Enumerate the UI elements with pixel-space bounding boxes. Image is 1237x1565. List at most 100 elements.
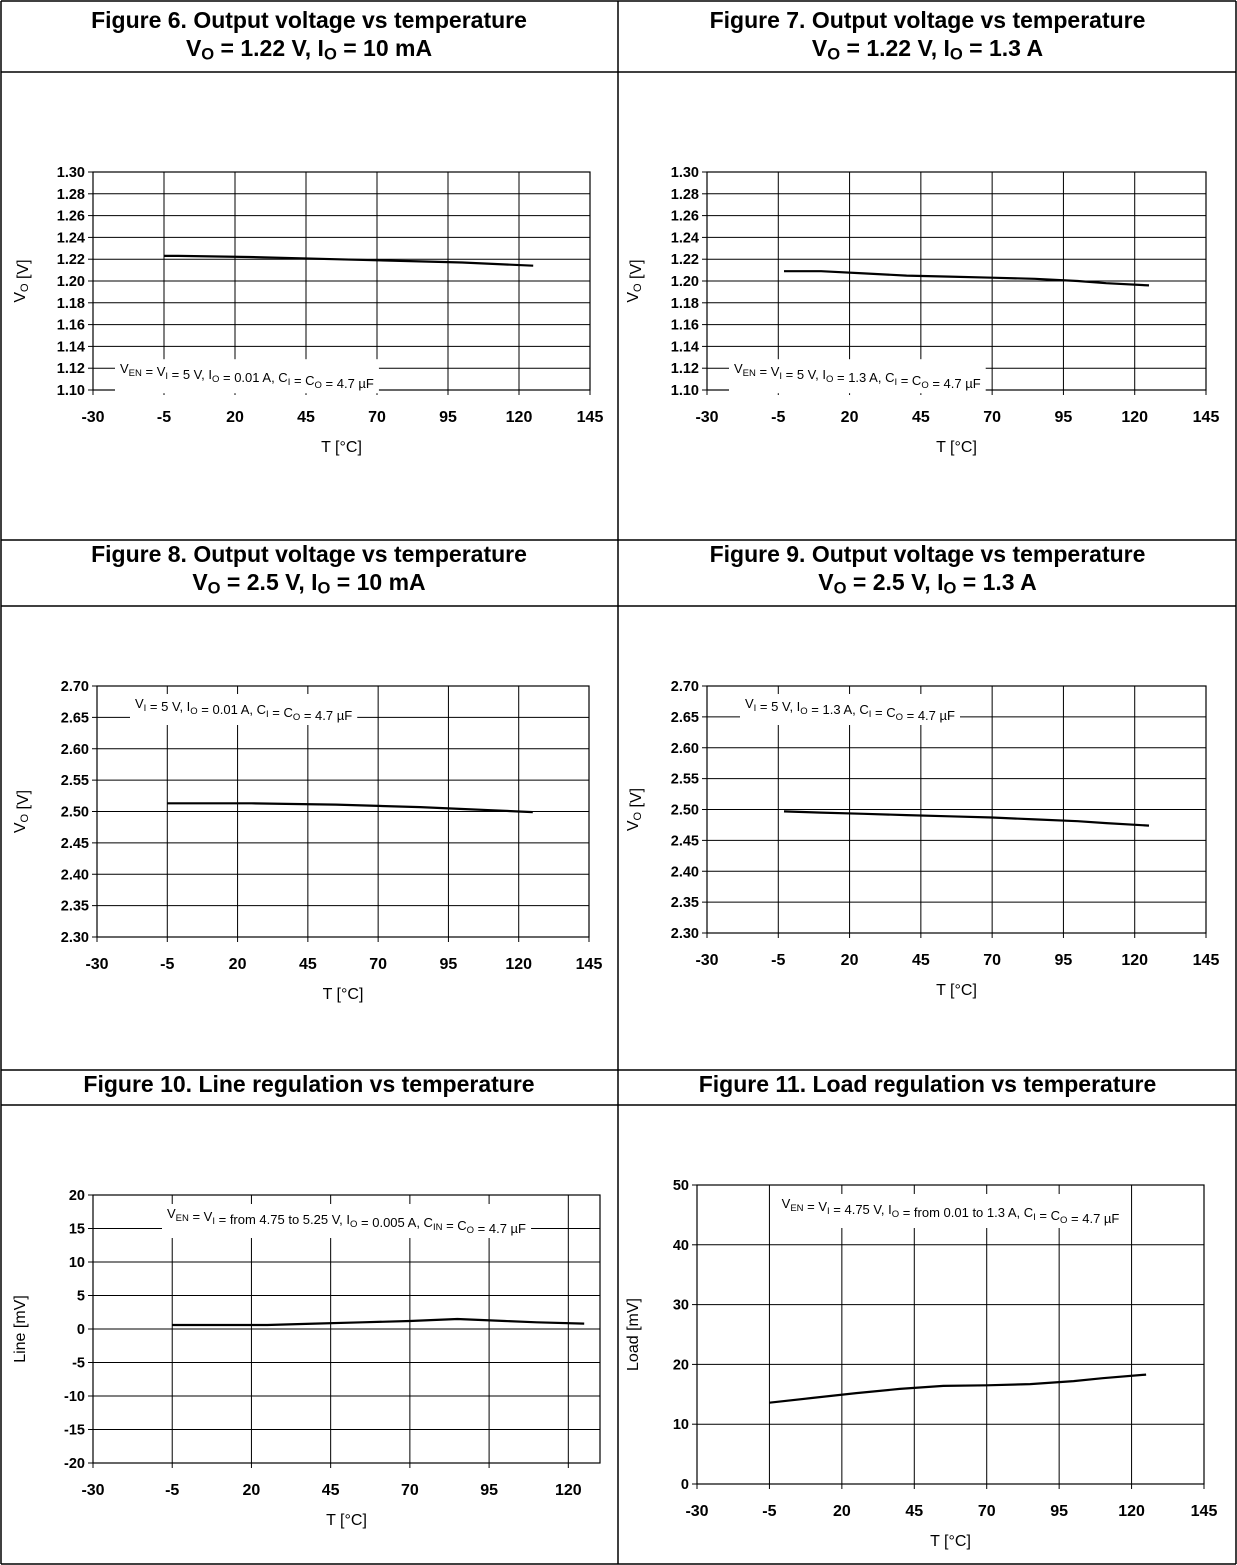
annotation-background [776,1194,1125,1228]
y-tick-label: 1.22 [57,252,85,268]
x-tick-label: 70 [978,1503,996,1520]
x-tick-label: 70 [401,1482,419,1499]
y-tick-label: 1.12 [57,361,85,377]
y-tick-label: -5 [72,1356,85,1372]
x-tick-label: 145 [1193,952,1220,969]
figure-7-title: Figure 7. Output voltage vs temperature … [709,7,1146,64]
y-axis-label: VO [V] [12,790,32,833]
x-tick-label: 20 [841,409,859,426]
figure-8-title: Figure 8. Output voltage vs temperature … [91,541,527,598]
figure-8-panel: Figure 8. Output voltage vs temperature … [0,540,618,1070]
y-tick-label: 1.14 [57,339,85,355]
x-tick-label: 145 [577,409,604,426]
y-tick-label: 1.26 [57,209,85,225]
y-tick-label: 1.12 [671,361,699,377]
x-tick-label: -5 [160,956,174,973]
x-tick-label: 95 [480,1482,498,1499]
y-tick-label: 2.65 [61,710,89,726]
x-tick-label: 70 [983,409,1001,426]
annotation-text: VEN = VI = 4.75 V, IO = from 0.01 to 1.3… [782,1196,1120,1226]
y-tick-label: 2.45 [61,836,89,852]
x-tick-label: 45 [322,1482,340,1499]
series-line [784,270,1150,287]
x-tick-label: 20 [226,409,244,426]
annotation-text: VI = 5 V, IO = 0.01 A, CI = CO = 4.7 µF [135,696,352,723]
x-tick-label: -5 [762,1503,776,1520]
y-tick-label: -15 [64,1423,85,1439]
y-axis-label: VO [V] [625,788,645,831]
x-tick-label: -5 [157,409,171,426]
x-tick-label: -5 [771,409,785,426]
figure-9-panel: Figure 9. Output voltage vs temperature … [618,540,1237,1070]
y-tick-label: 1.24 [57,230,85,246]
figure-11-title: Figure 11. Load regulation vs temperatur… [698,1071,1157,1097]
x-tick-label: -5 [771,952,785,969]
y-tick-label: 1.28 [671,187,699,203]
y-tick-label: 1.30 [57,165,85,181]
x-tick-label: -30 [685,1503,708,1520]
figure-6-title: Figure 6. Output voltage vs temperature … [91,7,527,64]
y-tick-label: 1.10 [671,383,699,399]
y-tick-label: 0 [77,1322,85,1338]
y-tick-label: 20 [673,1357,689,1373]
y-tick-label: 2.40 [671,864,699,880]
y-tick-label: 5 [77,1289,85,1305]
y-tick-label: 1.14 [671,339,699,355]
annotation-text: VEN = VI = 5 V, IO = 1.3 A, CI = CO = 4.… [734,361,981,391]
annotation-text: VEN = VI = 5 V, IO = 0.01 A, CI = CO = 4… [120,361,374,391]
y-tick-label: 1.10 [57,383,85,399]
x-axis-label: T [°C] [930,1533,971,1550]
plot-area [92,1194,601,1464]
y-tick-label: 2.35 [671,895,699,911]
y-tick-label: 2.40 [61,867,89,883]
x-tick-label: 145 [1193,409,1220,426]
y-tick-label: 2.60 [61,742,89,758]
y-axis-label: Line [mV] [12,1295,29,1363]
y-tick-label: 2.30 [61,930,89,946]
x-tick-label: 95 [1050,1503,1068,1520]
x-tick-label: 95 [439,409,457,426]
chart-7: 1.10 1.12 1.14 1.16 1.18 1.20 1.22 1.24 1.26 1.28… [625,165,1219,456]
y-tick-label: 2.65 [671,710,699,726]
y-tick-label: 2.50 [61,805,89,821]
y-tick-label: 10 [673,1417,689,1433]
chart-10: -20 -15 -10 -5 0 5 10 15 20 -30 -5 20 45 70 95 120 T [°C… [12,1188,601,1529]
chart-8: 2.30 2.35 2.40 2.45 2.50 2.55 2.60 2.65 2.70 -30 -… [12,679,602,1003]
y-tick-label: -10 [64,1389,85,1405]
x-tick-label: 70 [368,409,386,426]
x-tick-label: -30 [81,409,104,426]
figure-10-panel: Figure 10. Line regulation vs temperatur… [0,1070,618,1565]
x-tick-label: 120 [506,409,533,426]
series-line [172,1317,585,1327]
x-tick-label: 120 [1121,952,1148,969]
y-tick-label: 15 [69,1222,85,1238]
y-tick-label: 1.18 [671,296,699,312]
x-tick-label: 95 [1055,952,1073,969]
y-tick-label: 2.45 [671,833,699,849]
x-tick-label: -30 [695,952,718,969]
annotation-text: VEN = VI = from 4.75 to 5.25 V, IO = 0.0… [167,1206,526,1236]
figure-11-panel: Figure 11. Load regulation vs temperatur… [618,1070,1237,1565]
x-axis-label: T [°C] [936,982,977,999]
y-tick-label: 1.26 [671,209,699,225]
y-tick-label: 0 [681,1477,689,1493]
y-tick-label: 1.28 [57,187,85,203]
y-tick-label: 2.30 [671,926,699,942]
y-tick-label: 50 [673,1178,689,1194]
x-tick-label: 45 [905,1503,923,1520]
y-tick-label: 1.30 [671,165,699,181]
x-tick-label: 120 [505,956,532,973]
y-tick-label: 20 [69,1188,85,1204]
x-tick-label: 95 [440,956,458,973]
y-axis-label: Load [mV] [625,1298,642,1371]
figure-6-panel: Figure 6. Output voltage vs temperature … [0,0,618,540]
plot-area [96,685,590,938]
x-tick-label: -5 [165,1482,179,1499]
y-tick-label: -20 [64,1456,85,1472]
annotation-background [740,694,961,725]
annotation-background [729,359,986,394]
series-line [164,254,534,267]
x-tick-label: -30 [85,956,108,973]
figure-10-title: Figure 10. Line regulation vs temperatur… [83,1071,535,1097]
